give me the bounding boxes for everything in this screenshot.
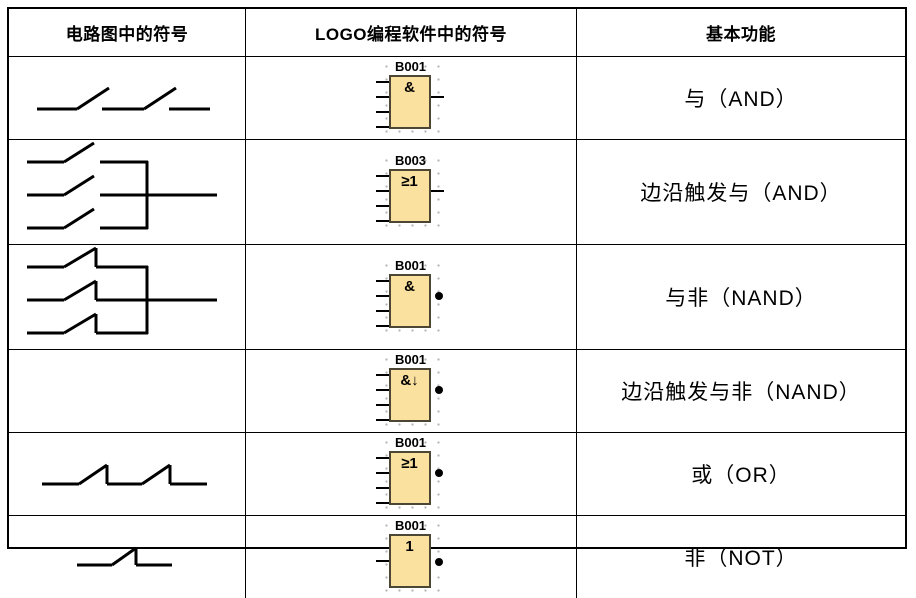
input-pin <box>375 404 389 406</box>
circuit-symbol-one-nc-contact <box>77 546 172 567</box>
block-function-symbol: 1 <box>405 538 414 555</box>
circuit-cell-or <box>9 433 246 516</box>
input-pin <box>375 81 389 83</box>
function-label-edge-nand: 边沿触发与非（NAND） <box>577 350 905 433</box>
input-pins <box>375 75 389 129</box>
logo-block-and: B001 & <box>375 57 447 139</box>
logo-cell-edge-nand: B001 &↓ <box>246 350 577 433</box>
logo-block-or: B001 ≥1 <box>375 433 447 515</box>
input-pin <box>375 389 389 391</box>
block-function-symbol: & <box>404 278 415 295</box>
circuit-cell-edge-and <box>9 140 246 245</box>
input-pin <box>375 96 389 98</box>
input-pin <box>375 175 389 177</box>
logo-cell-nand: B001 & <box>246 245 577 350</box>
block-id: B001 <box>394 258 427 273</box>
negation-dot <box>434 469 443 477</box>
logo-block-edge-and: B003 ≥1 <box>375 151 447 233</box>
header-logo-symbol: LOGO编程软件中的符号 <box>246 9 577 57</box>
logo-cell-or: B001 ≥1 <box>246 433 577 516</box>
logo-cell-not: B001 1 <box>246 516 577 598</box>
input-pin <box>375 295 389 297</box>
block-body: 1 <box>388 534 431 588</box>
function-label-and: 与（AND） <box>577 57 905 140</box>
block-function-symbol: & <box>404 79 415 96</box>
block-body: & <box>388 274 431 328</box>
circuit-symbol-two-series-no-contacts <box>37 86 210 111</box>
input-pin <box>375 374 389 376</box>
input-pin <box>375 310 389 312</box>
logo-block-nand: B001 & <box>375 256 447 338</box>
block-body: ≥1 <box>388 451 431 505</box>
input-pin <box>375 487 389 489</box>
block-function-symbol: ≥1 <box>401 455 418 472</box>
input-pins <box>375 169 389 223</box>
negation-dot <box>434 558 443 566</box>
circuit-cell-not <box>9 516 246 598</box>
logo-block-not: B001 1 <box>375 516 447 598</box>
input-pins <box>375 534 389 588</box>
input-pin <box>375 126 389 128</box>
function-label-edge-and: 边沿触发与（AND） <box>577 140 905 245</box>
block-body: & <box>388 75 431 129</box>
negation-dot <box>434 292 443 300</box>
input-pin <box>375 560 389 562</box>
logo-block-edge-nand: B001 &↓ <box>375 350 447 432</box>
circuit-symbol-three-parallel-no-contacts <box>27 141 217 230</box>
logo-cell-and: B001 & <box>246 57 577 140</box>
header-basic-function: 基本功能 <box>577 9 905 57</box>
input-pin <box>375 220 389 222</box>
header-circuit-symbol: 电路图中的符号 <box>9 9 246 57</box>
circuit-symbol-two-series-nc-contacts <box>42 463 207 486</box>
circuit-cell-and <box>9 57 246 140</box>
input-pin <box>375 472 389 474</box>
block-id: B001 <box>394 518 427 533</box>
block-function-symbol: ≥1 <box>401 173 418 190</box>
output-line <box>430 96 444 98</box>
block-id: B003 <box>394 153 427 168</box>
symbol-reference-table: 电路图中的符号 LOGO编程软件中的符号 基本功能 B001 & 与（AND） <box>7 7 907 598</box>
negation-dot <box>434 386 443 394</box>
function-label-not: 非（NOT） <box>684 547 798 570</box>
input-pin <box>375 190 389 192</box>
input-pin <box>375 325 389 327</box>
function-label-or: 或（OR） <box>577 433 905 516</box>
block-id: B001 <box>394 59 427 74</box>
block-function-symbol: &↓ <box>400 372 419 389</box>
input-pins <box>375 274 389 328</box>
block-id: B001 <box>394 435 427 450</box>
input-pins <box>375 451 389 505</box>
input-pin <box>375 502 389 504</box>
input-pin <box>375 280 389 282</box>
input-pin <box>375 457 389 459</box>
input-pin <box>375 419 389 421</box>
input-pin <box>375 111 389 113</box>
block-body: &↓ <box>388 368 431 422</box>
input-pins <box>375 368 389 422</box>
function-label-nand: 与非（NAND） <box>577 245 905 350</box>
circuit-cell-nand <box>9 245 246 350</box>
block-body: ≥1 <box>388 169 431 223</box>
logo-cell-edge-and: B003 ≥1 <box>246 140 577 245</box>
block-id: B001 <box>394 352 427 367</box>
output-line <box>430 190 444 192</box>
circuit-symbol-three-parallel-nc-contacts <box>27 246 217 335</box>
circuit-cell-edge-nand-empty <box>9 350 246 433</box>
input-pin <box>375 205 389 207</box>
